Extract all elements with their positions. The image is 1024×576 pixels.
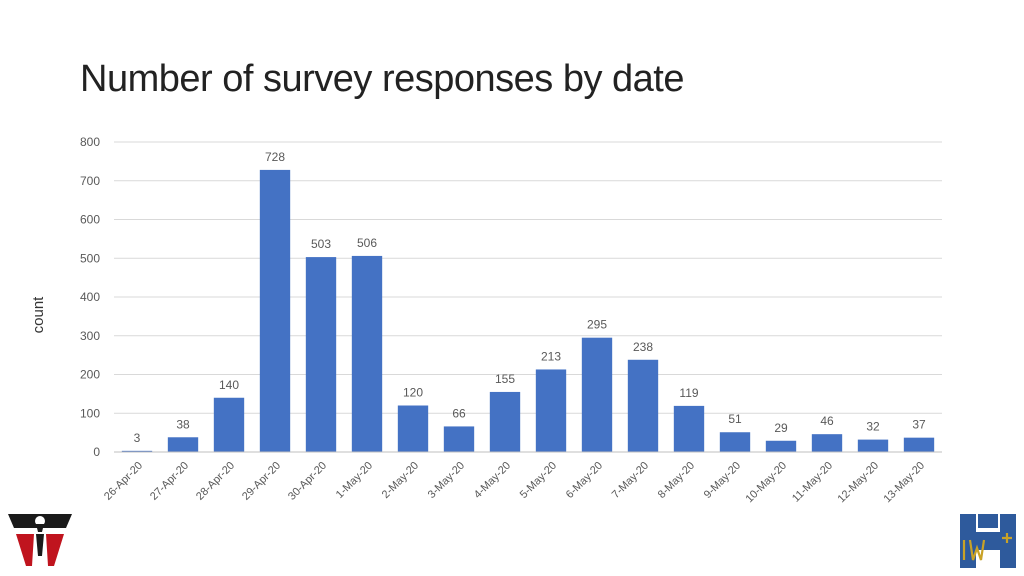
data-label: 155 bbox=[495, 372, 515, 386]
bar bbox=[719, 432, 751, 452]
y-tick-label: 800 bbox=[80, 135, 100, 149]
y-tick-label: 400 bbox=[80, 290, 100, 304]
x-tick-label: 2-May-20 bbox=[380, 460, 421, 501]
data-label: 728 bbox=[265, 150, 285, 164]
data-label: 140 bbox=[219, 378, 239, 392]
y-tick-label: 100 bbox=[80, 406, 100, 420]
iw-plus-logo bbox=[958, 512, 1018, 570]
data-label: 3 bbox=[134, 431, 141, 445]
data-label: 295 bbox=[587, 318, 607, 332]
y-tick-label: 500 bbox=[80, 251, 100, 265]
bar bbox=[259, 169, 291, 452]
x-tick-label: 1-May-20 bbox=[334, 460, 375, 501]
x-tick-label: 10-May-20 bbox=[743, 460, 789, 506]
bar bbox=[857, 439, 889, 452]
x-tick-label: 28-Apr-20 bbox=[194, 460, 237, 503]
bar bbox=[581, 337, 613, 452]
x-tick-label: 26-Apr-20 bbox=[102, 460, 145, 503]
data-label: 51 bbox=[728, 412, 742, 426]
x-tick-label: 11-May-20 bbox=[790, 460, 835, 505]
data-label: 38 bbox=[176, 417, 190, 431]
bar bbox=[535, 369, 567, 452]
x-tick-label: 12-May-20 bbox=[835, 460, 881, 506]
x-tick-label: 8-May-20 bbox=[656, 460, 697, 501]
bar bbox=[673, 405, 705, 452]
data-label: 506 bbox=[357, 236, 377, 250]
x-tick-label: 3-May-20 bbox=[426, 460, 467, 501]
y-tick-label: 600 bbox=[80, 213, 100, 227]
data-label: 213 bbox=[541, 349, 561, 363]
slide-title: Number of survey responses by date bbox=[80, 58, 684, 100]
bar bbox=[351, 255, 383, 452]
data-label: 66 bbox=[452, 406, 466, 420]
y-tick-label: 0 bbox=[93, 445, 100, 459]
bar bbox=[305, 257, 337, 452]
y-axis-label: count bbox=[30, 296, 47, 334]
x-tick-label: 4-May-20 bbox=[472, 460, 513, 501]
bar bbox=[765, 440, 797, 452]
bar bbox=[811, 434, 843, 452]
y-tick-label: 200 bbox=[80, 368, 100, 382]
data-label: 119 bbox=[679, 386, 698, 400]
data-label: 32 bbox=[866, 420, 880, 434]
x-tick-label: 6-May-20 bbox=[564, 460, 605, 501]
bar bbox=[397, 405, 429, 452]
data-label: 46 bbox=[820, 414, 834, 428]
bar bbox=[489, 391, 521, 452]
data-label: 238 bbox=[633, 340, 653, 354]
bar bbox=[167, 437, 199, 452]
bar bbox=[443, 426, 475, 452]
data-label: 120 bbox=[403, 386, 423, 400]
red-black-emblem-logo bbox=[6, 512, 74, 568]
data-label: 503 bbox=[311, 237, 331, 251]
x-tick-label: 27-Apr-20 bbox=[148, 460, 191, 503]
x-tick-label: 5-May-20 bbox=[518, 460, 559, 501]
y-tick-label: 300 bbox=[80, 329, 100, 343]
bar bbox=[213, 397, 245, 452]
x-tick-label: 9-May-20 bbox=[702, 460, 743, 501]
x-tick-label: 13-May-20 bbox=[881, 460, 927, 506]
data-label: 29 bbox=[774, 421, 788, 435]
x-tick-label: 7-May-20 bbox=[610, 460, 651, 501]
data-label: 37 bbox=[912, 418, 926, 432]
bar bbox=[121, 450, 153, 452]
bar bbox=[903, 437, 935, 452]
x-tick-label: 30-Apr-20 bbox=[286, 460, 329, 503]
x-tick-label: 29-Apr-20 bbox=[240, 460, 283, 503]
bar bbox=[627, 359, 659, 452]
y-tick-label: 700 bbox=[80, 174, 100, 188]
